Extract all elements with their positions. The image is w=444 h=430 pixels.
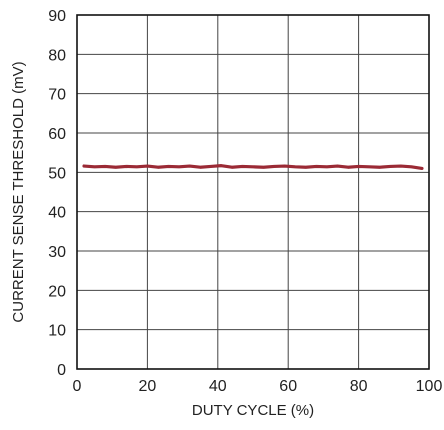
series-layer (84, 166, 422, 169)
y-tick-label: 30 (48, 244, 66, 261)
y-tick-label: 0 (57, 362, 66, 379)
y-tick-label: 60 (48, 126, 66, 143)
x-tick-label: 80 (350, 378, 368, 395)
y-tick-label: 40 (48, 205, 66, 222)
y-axis-label: CURRENT SENSE THRESHOLD (mV) (10, 61, 27, 322)
y-tick-label: 90 (48, 8, 66, 25)
x-tick-label: 20 (139, 378, 157, 395)
y-tick-label: 80 (48, 47, 66, 64)
y-tick-label: 10 (48, 323, 66, 340)
series-line (84, 166, 422, 169)
x-tick-label: 0 (73, 378, 82, 395)
x-axis-label: DUTY CYCLE (%) (192, 402, 314, 419)
x-tick-label: 40 (209, 378, 227, 395)
y-tick-label: 20 (48, 283, 66, 300)
x-tick-label: 100 (416, 378, 443, 395)
x-tick-label: 60 (279, 378, 297, 395)
y-tick-label: 50 (48, 165, 66, 182)
y-tick-label: 70 (48, 87, 66, 104)
